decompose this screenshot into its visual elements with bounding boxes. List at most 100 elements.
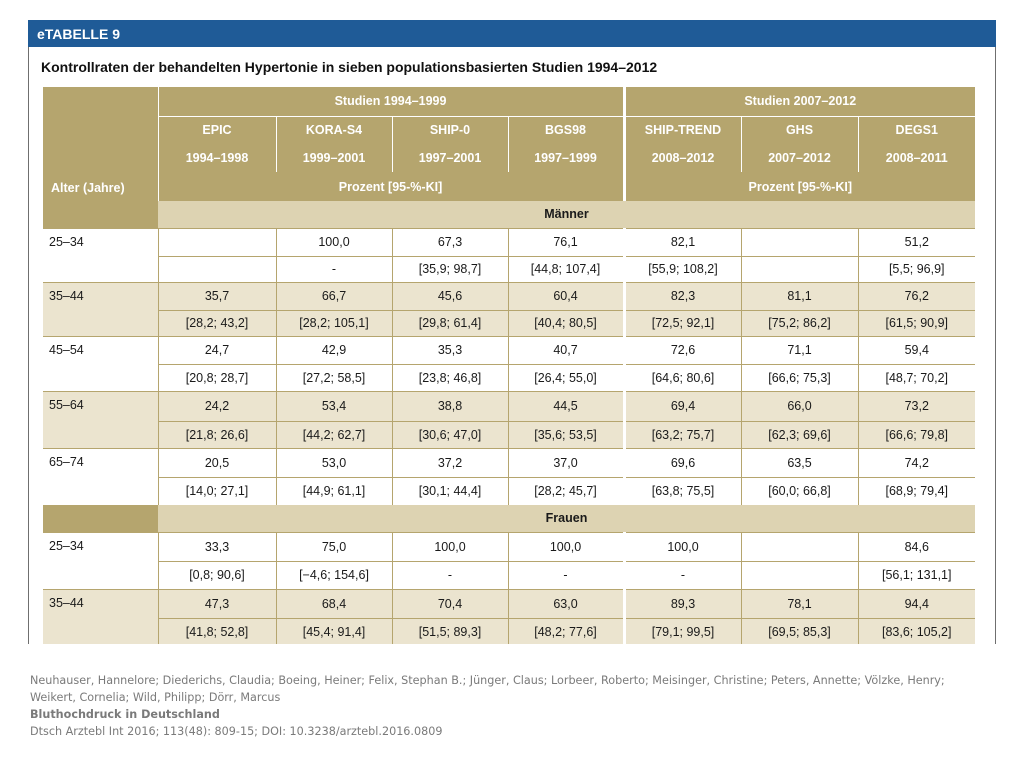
study-years-header: 1997–2001 xyxy=(391,144,508,172)
confidence-interval-cell: [60,0; 66,8] xyxy=(740,476,858,505)
age-group-label: 25–34 xyxy=(43,227,158,282)
confidence-interval-cell: [28,2; 105,1] xyxy=(275,309,392,336)
study-years-header: 2007–2012 xyxy=(740,144,858,172)
age-column-header: Alter (Jahre) xyxy=(43,87,158,201)
table-figure: eTABELLE 9 Kontrollraten der behandelten… xyxy=(28,20,996,644)
control-rate-cell: 67,3 xyxy=(391,227,508,256)
section-lead-cell xyxy=(43,505,158,532)
control-rate-cell xyxy=(740,227,858,256)
confidence-interval-cell: [44,2; 62,7] xyxy=(275,420,392,448)
confidence-interval-cell: [51,5; 89,3] xyxy=(391,617,508,644)
age-group-label: 35–44 xyxy=(43,588,158,644)
control-rate-cell: 66,0 xyxy=(740,390,858,421)
study-years-header: 2008–2012 xyxy=(622,144,741,172)
control-rate-cell: 42,9 xyxy=(275,335,392,364)
confidence-interval-cell: [28,2; 43,2] xyxy=(157,309,276,336)
citation-title: Bluthochdruck in Deutschland xyxy=(30,708,220,721)
confidence-interval-cell: [27,2; 58,5] xyxy=(275,363,392,391)
unit-label-2007-2012: Prozent [95-%-KI] xyxy=(622,172,975,201)
control-rate-cell: 76,2 xyxy=(857,281,975,310)
confidence-interval-cell: [62,3; 69,6] xyxy=(740,420,858,448)
control-rate-cell: 69,6 xyxy=(622,447,741,477)
confidence-interval-cell: [35,9; 98,7] xyxy=(391,255,508,282)
citation-source: Dtsch Arztebl Int 2016; 113(48): 809-15;… xyxy=(30,725,443,738)
control-rate-cell: 71,1 xyxy=(740,335,858,364)
confidence-interval-cell: [64,6; 80,6] xyxy=(622,363,741,391)
control-rate-cell: 44,5 xyxy=(507,390,624,421)
section-label: Männer xyxy=(158,201,975,228)
confidence-interval-cell: [63,8; 75,5] xyxy=(622,476,741,505)
control-rate-cell: 51,2 xyxy=(857,227,975,256)
study-name-header: EPIC xyxy=(157,116,276,144)
control-rate-cell: 84,6 xyxy=(857,531,975,561)
control-rate-cell: 47,3 xyxy=(157,588,276,618)
study-years-header: 2008–2011 xyxy=(857,144,975,172)
confidence-interval-cell: [66,6; 75,3] xyxy=(740,363,858,391)
confidence-interval-cell: [30,6; 47,0] xyxy=(391,420,508,448)
control-rate-cell: 82,1 xyxy=(622,227,741,256)
control-rate-cell: 76,1 xyxy=(507,227,624,256)
control-rate-cell: 20,5 xyxy=(157,447,276,477)
study-name-header: SHIP-0 xyxy=(391,116,508,144)
confidence-interval-cell: [0,8; 90,6] xyxy=(157,560,276,589)
confidence-interval-cell: - xyxy=(391,560,508,589)
confidence-interval-cell: [29,8; 61,4] xyxy=(391,309,508,336)
confidence-interval-cell: [79,1; 99,5] xyxy=(622,617,741,644)
confidence-interval-cell: [41,8; 52,8] xyxy=(157,617,276,644)
control-rate-cell: 45,6 xyxy=(391,281,508,310)
control-rate-cell: 69,4 xyxy=(622,390,741,421)
confidence-interval-cell: [63,2; 75,7] xyxy=(622,420,741,448)
study-years-header: 1994–1998 xyxy=(157,144,276,172)
confidence-interval-cell: [83,6; 105,2] xyxy=(857,617,975,644)
confidence-interval-cell: [26,4; 55,0] xyxy=(507,363,624,391)
age-group-label: 55–64 xyxy=(43,390,158,448)
unit-label-1994-1999: Prozent [95-%-KI] xyxy=(157,172,624,201)
confidence-interval-cell xyxy=(740,560,858,589)
control-rate-cell: 53,4 xyxy=(275,390,392,421)
control-rate-cell: 73,2 xyxy=(857,390,975,421)
confidence-interval-cell xyxy=(157,255,276,282)
confidence-interval-cell: [56,1; 131,1] xyxy=(857,560,975,589)
confidence-interval-cell: [75,2; 86,2] xyxy=(740,309,858,336)
age-group-label: 35–44 xyxy=(43,281,158,336)
confidence-interval-cell: [48,2; 77,6] xyxy=(507,617,624,644)
confidence-interval-cell: [66,6; 79,8] xyxy=(857,420,975,448)
confidence-interval-cell: [40,4; 80,5] xyxy=(507,309,624,336)
confidence-interval-cell: [35,6; 53,5] xyxy=(507,420,624,448)
control-rate-cell: 100,0 xyxy=(275,227,392,256)
control-rate-cell: 72,6 xyxy=(622,335,741,364)
confidence-interval-cell: [−4,6; 154,6] xyxy=(275,560,392,589)
control-rate-cell: 63,5 xyxy=(740,447,858,477)
control-rate-cell: 63,0 xyxy=(507,588,624,618)
control-rate-cell: 89,3 xyxy=(622,588,741,618)
section-label: Frauen xyxy=(158,505,975,532)
confidence-interval-cell: [44,8; 107,4] xyxy=(507,255,624,282)
control-rate-cell: 40,7 xyxy=(507,335,624,364)
control-rate-cell: 100,0 xyxy=(391,531,508,561)
control-rate-cell: 53,0 xyxy=(275,447,392,477)
confidence-interval-cell: [44,9; 61,1] xyxy=(275,476,392,505)
study-name-header: DEGS1 xyxy=(857,116,975,144)
age-group-label: 25–34 xyxy=(43,531,158,589)
control-rate-cell: 24,2 xyxy=(157,390,276,421)
confidence-interval-cell: [23,8; 46,8] xyxy=(391,363,508,391)
control-rate-cell: 100,0 xyxy=(507,531,624,561)
control-rate-cell: 38,8 xyxy=(391,390,508,421)
control-rate-cell: 35,3 xyxy=(391,335,508,364)
confidence-interval-cell: [48,7; 70,2] xyxy=(857,363,975,391)
control-rate-cell: 78,1 xyxy=(740,588,858,618)
control-rate-cell: 24,7 xyxy=(157,335,276,364)
group-header-1994-1999: Studien 1994–1999 xyxy=(157,87,624,117)
study-name-header: GHS xyxy=(740,116,858,144)
confidence-interval-cell: [55,9; 108,2] xyxy=(622,255,741,282)
confidence-interval-cell: - xyxy=(507,560,624,589)
confidence-interval-cell: [68,9; 79,4] xyxy=(857,476,975,505)
control-rate-cell: 94,4 xyxy=(857,588,975,618)
study-name-header: KORA-S4 xyxy=(275,116,392,144)
control-rate-cell: 35,7 xyxy=(157,281,276,310)
control-rate-cell: 59,4 xyxy=(857,335,975,364)
confidence-interval-cell: [14,0; 27,1] xyxy=(157,476,276,505)
study-years-header: 1997–1999 xyxy=(507,144,624,172)
citation: Neuhauser, Hannelore; Diederichs, Claudi… xyxy=(30,672,990,740)
table-title: Kontrollraten der behandelten Hypertonie… xyxy=(41,59,658,75)
